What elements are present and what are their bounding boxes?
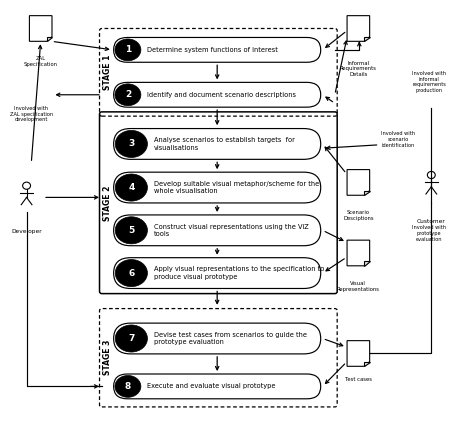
Text: Execute and evaluate visual prototype: Execute and evaluate visual prototype	[147, 384, 275, 390]
Polygon shape	[364, 261, 370, 266]
Text: Involved with
prototype
evaluation: Involved with prototype evaluation	[412, 226, 446, 242]
Text: Determine system functions of interest: Determine system functions of interest	[147, 47, 278, 53]
Text: Construct visual representations using the ViZ
tools: Construct visual representations using t…	[154, 224, 309, 237]
Ellipse shape	[115, 174, 147, 201]
FancyBboxPatch shape	[114, 374, 320, 399]
FancyBboxPatch shape	[114, 37, 320, 62]
FancyBboxPatch shape	[114, 215, 320, 246]
Text: 3: 3	[128, 139, 135, 148]
Text: 7: 7	[128, 334, 135, 343]
Text: STAGE 3: STAGE 3	[103, 340, 112, 375]
Text: Identify and document scenario descriptions: Identify and document scenario descripti…	[147, 92, 296, 98]
Text: Informal
Requirements
Details: Informal Requirements Details	[340, 60, 377, 77]
Text: Develop suitable visual metaphor/scheme for the
whole visualisation: Develop suitable visual metaphor/scheme …	[154, 181, 319, 194]
Text: 5: 5	[128, 226, 135, 235]
Text: 4: 4	[128, 183, 135, 192]
Text: 6: 6	[128, 269, 135, 278]
Ellipse shape	[115, 325, 147, 352]
Text: Developer: Developer	[11, 230, 42, 235]
Polygon shape	[364, 36, 370, 41]
Text: ZAL
Specification: ZAL Specification	[24, 56, 58, 67]
Text: Involved with
informal
requirements
production: Involved with informal requirements prod…	[412, 71, 446, 93]
FancyBboxPatch shape	[114, 323, 320, 354]
Text: Visual
Representations: Visual Representations	[337, 281, 380, 292]
Polygon shape	[47, 36, 52, 41]
FancyBboxPatch shape	[114, 172, 320, 203]
Text: Involved with
ZAL specification
development: Involved with ZAL specification developm…	[10, 106, 53, 122]
FancyBboxPatch shape	[114, 258, 320, 288]
Polygon shape	[364, 190, 370, 195]
Text: Devise test cases from scenarios to guide the
prototype evaluation: Devise test cases from scenarios to guid…	[154, 332, 307, 345]
Text: Scenario
Desciptions: Scenario Desciptions	[343, 210, 374, 221]
Text: Involved with
scenario
identification: Involved with scenario identification	[381, 131, 415, 148]
FancyBboxPatch shape	[114, 82, 320, 107]
Text: Analyse scenarios to establish targets  for
visualisations: Analyse scenarios to establish targets f…	[154, 137, 295, 151]
Text: Test cases: Test cases	[345, 377, 372, 382]
Ellipse shape	[115, 217, 147, 244]
Polygon shape	[347, 169, 370, 195]
Polygon shape	[347, 16, 370, 41]
FancyBboxPatch shape	[114, 129, 320, 159]
Text: 1: 1	[125, 45, 131, 54]
Text: STAGE 1: STAGE 1	[103, 55, 112, 90]
Ellipse shape	[115, 260, 147, 287]
Text: 2: 2	[125, 90, 131, 99]
Ellipse shape	[115, 39, 141, 61]
Text: Customer: Customer	[417, 219, 446, 224]
Ellipse shape	[115, 375, 141, 397]
Polygon shape	[364, 362, 370, 366]
Text: STAGE 2: STAGE 2	[103, 185, 112, 221]
Polygon shape	[347, 341, 370, 366]
Text: Apply visual representations to the specification to
produce visual prototype: Apply visual representations to the spec…	[154, 266, 324, 280]
Text: 8: 8	[125, 382, 131, 391]
Ellipse shape	[115, 130, 147, 157]
Polygon shape	[347, 240, 370, 266]
Polygon shape	[29, 16, 52, 41]
Ellipse shape	[115, 84, 141, 106]
